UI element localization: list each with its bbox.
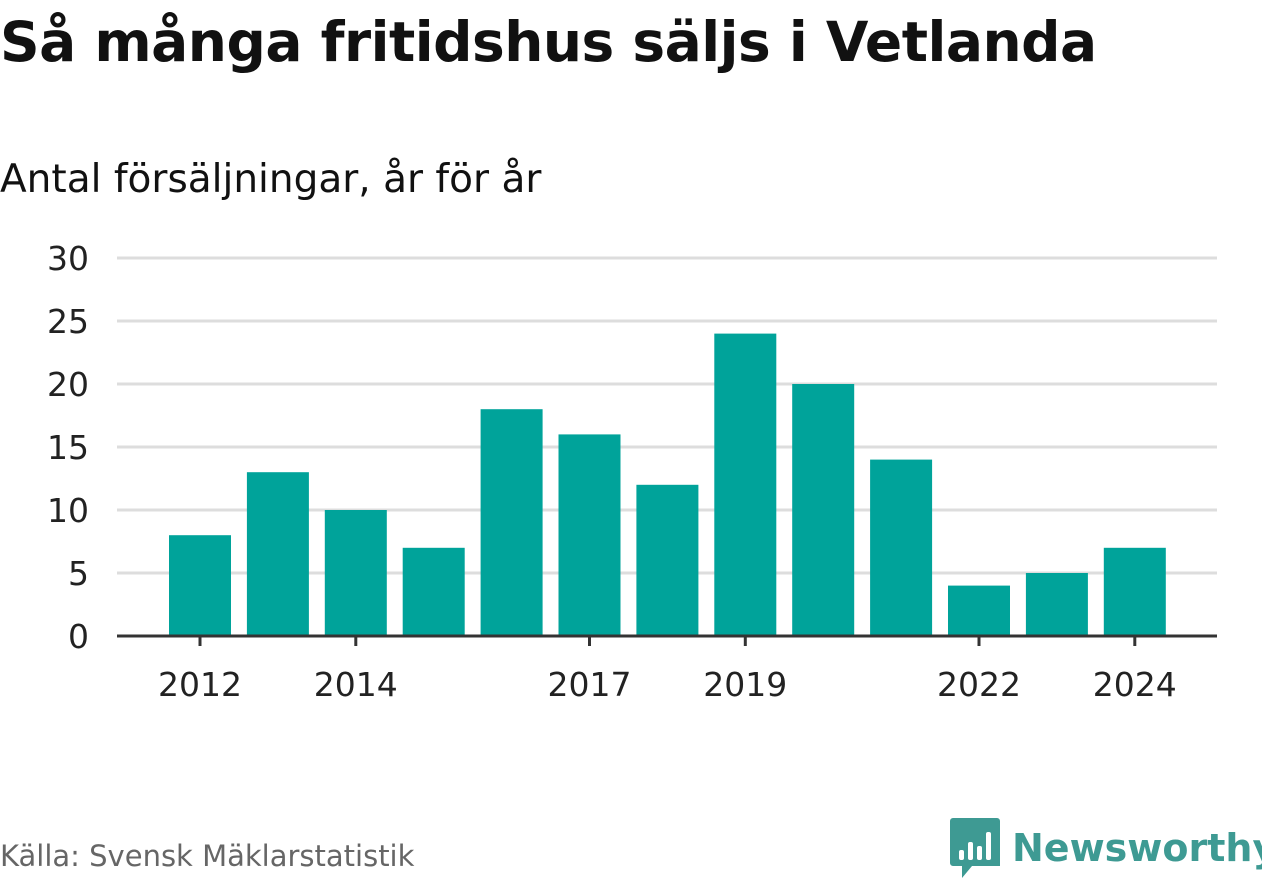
bar-2012 [169, 535, 231, 636]
x-axis-ticks: 2012 2014 2017 2019 2022 2024 [158, 636, 1177, 704]
bar-2017 [558, 434, 621, 636]
y-tick-label: 10 [47, 491, 89, 530]
bar-2014 [324, 510, 387, 636]
brand-name: Newsworthy [1012, 826, 1262, 870]
x-tick-label: 2012 [158, 665, 242, 704]
bar-2013 [246, 472, 309, 636]
bar-2023 [1025, 573, 1088, 636]
y-tick-label: 25 [47, 302, 89, 341]
brand-logo: Newsworthy [950, 818, 1262, 878]
x-tick-label: 2024 [1093, 665, 1177, 704]
source-note: Källa: Svensk Mäklarstatistik [0, 839, 415, 873]
chart-title: Så många fritidshus säljs i Vetlanda [0, 10, 1097, 74]
bar-2020 [792, 384, 855, 636]
x-tick-label: 2019 [703, 665, 787, 704]
bars [169, 333, 1166, 636]
y-tick-label: 20 [47, 365, 89, 404]
chart-subtitle: Antal försäljningar, år för år [0, 157, 542, 202]
bar-2016 [480, 409, 543, 636]
x-tick-label: 2014 [314, 665, 398, 704]
bar-2019 [714, 333, 777, 636]
x-tick-label: 2017 [548, 665, 632, 704]
y-tick-label: 5 [68, 554, 89, 593]
bar-2015 [402, 547, 465, 636]
y-tick-label: 15 [47, 428, 89, 467]
y-tick-label: 30 [47, 239, 89, 278]
bar-2024 [1103, 547, 1166, 636]
bar-2018 [636, 484, 699, 636]
bar-2021 [870, 459, 933, 636]
y-axis-ticks: 0 5 10 15 20 25 30 [47, 239, 89, 656]
y-tick-label: 0 [68, 617, 89, 656]
bar-chart-speech-icon [950, 818, 1000, 878]
x-tick-label: 2022 [937, 665, 1021, 704]
bar-2022 [948, 585, 1010, 636]
